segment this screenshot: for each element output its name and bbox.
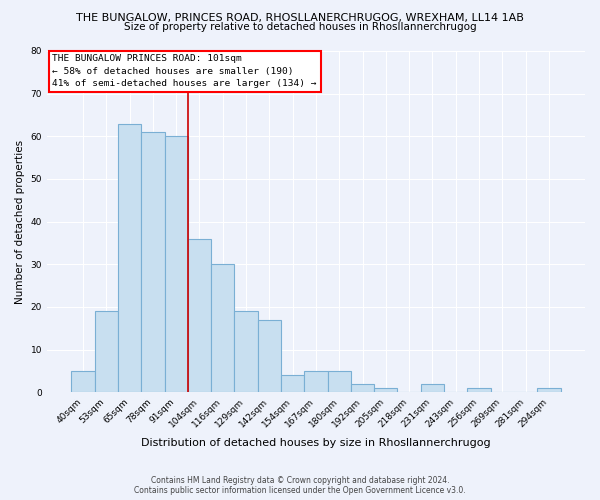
Bar: [211, 264, 235, 392]
Bar: [188, 238, 211, 392]
Bar: [235, 311, 258, 392]
Bar: [281, 375, 304, 392]
Bar: [118, 124, 141, 392]
Bar: [164, 136, 188, 392]
Bar: [467, 388, 491, 392]
Text: THE BUNGALOW PRINCES ROAD: 101sqm
← 58% of detached houses are smaller (190)
41%: THE BUNGALOW PRINCES ROAD: 101sqm ← 58% …: [52, 54, 317, 88]
Text: Contains HM Land Registry data © Crown copyright and database right 2024.
Contai: Contains HM Land Registry data © Crown c…: [134, 476, 466, 495]
Y-axis label: Number of detached properties: Number of detached properties: [15, 140, 25, 304]
Bar: [537, 388, 560, 392]
Bar: [71, 371, 95, 392]
Bar: [304, 371, 328, 392]
X-axis label: Distribution of detached houses by size in Rhosllannerchrugog: Distribution of detached houses by size …: [141, 438, 491, 448]
Bar: [328, 371, 351, 392]
Bar: [374, 388, 397, 392]
Bar: [95, 311, 118, 392]
Bar: [351, 384, 374, 392]
Bar: [421, 384, 444, 392]
Text: Size of property relative to detached houses in Rhosllannerchrugog: Size of property relative to detached ho…: [124, 22, 476, 32]
Text: THE BUNGALOW, PRINCES ROAD, RHOSLLANERCHRUGOG, WREXHAM, LL14 1AB: THE BUNGALOW, PRINCES ROAD, RHOSLLANERCH…: [76, 12, 524, 22]
Bar: [258, 320, 281, 392]
Bar: [141, 132, 164, 392]
